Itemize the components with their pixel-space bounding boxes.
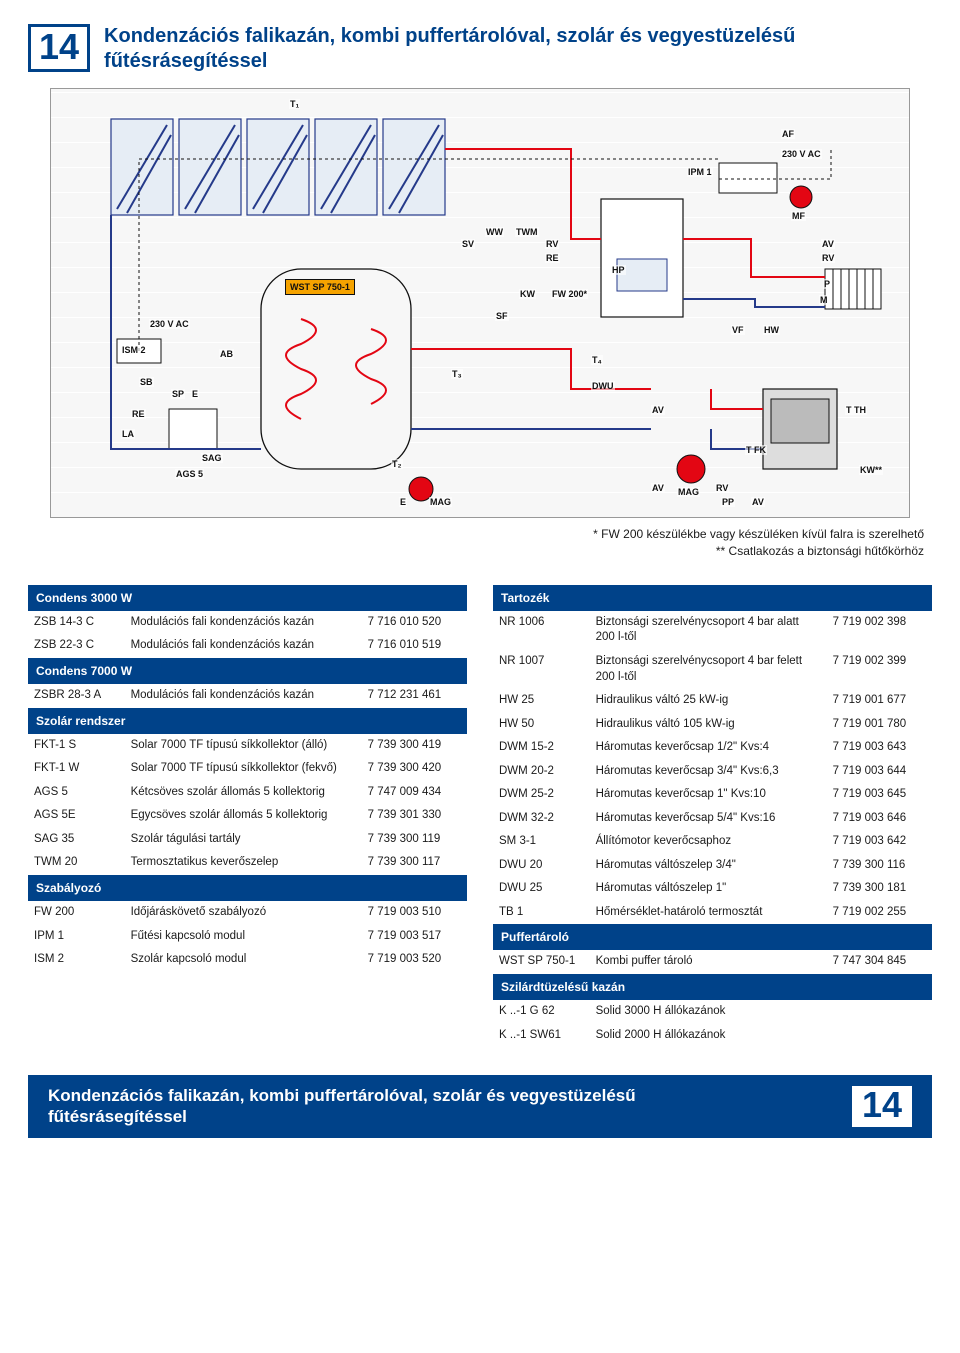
section-header: Szabályozó [28,875,467,901]
diagram-footnotes: * FW 200 készülékbe vagy készüléken kívü… [28,526,924,561]
table-row: DWM 32-2Háromutas keverőcsap 5/4" Kvs:16… [493,807,932,831]
table-row: FKT-1 WSolar 7000 TF típusú síkkollektor… [28,757,467,781]
section-header: Szolár rendszer [28,708,467,734]
table-row: FKT-1 SSolar 7000 TF típusú síkkollektor… [28,734,467,758]
system-schematic-diagram: T₁AFIPM 1230 V ACMFSVWWTWMRVREHPWST SP 7… [50,88,910,518]
table-row: AGS 5Kétcsöves szolár állomás 5 kollekto… [28,781,467,805]
table-row: AGS 5EEgycsöves szolár állomás 5 kollekt… [28,804,467,828]
table-row: TB 1Hőmérséklet-határoló termosztát7 719… [493,901,932,925]
table-row: SAG 35Szolár tágulási tartály7 739 300 1… [28,828,467,852]
section-header: Szilárdtüzelésű kazán [493,974,932,1000]
table-row: DWM 15-2Háromutas keverőcsap 1/2" Kvs:47… [493,736,932,760]
footer-title: Kondenzációs falikazán, kombi puffertáro… [48,1085,722,1128]
table-row: NR 1006Biztonsági szerelvénycsoport 4 ba… [493,611,932,650]
page-footer: Kondenzációs falikazán, kombi puffertáro… [28,1075,932,1138]
table-row: SM 3-1Állítómotor keverőcsaphoz7 719 003… [493,830,932,854]
table-row: ZSB 22-3 CModulációs fali kondenzációs k… [28,634,467,658]
section-header: Condens 7000 W [28,658,467,684]
left-products-table: Condens 3000 WZSB 14-3 CModulációs fali … [28,585,467,972]
table-row: ISM 2Szolár kapcsoló modul7 719 003 520 [28,948,467,972]
table-row: WST SP 750-1Kombi puffer tároló7 747 304… [493,950,932,974]
table-row: DWU 20Háromutas váltószelep 3/4"7 739 30… [493,854,932,878]
right-accessories-table: TartozékNR 1006Biztonsági szerelvénycsop… [493,585,932,1047]
section-header: Condens 3000 W [28,585,467,611]
section-header: Tartozék [493,585,932,611]
table-row: DWU 25Háromutas váltószelep 1"7 739 300 … [493,877,932,901]
table-row: HW 25Hidraulikus váltó 25 kW-ig7 719 001… [493,689,932,713]
table-row: K ..-1 SW61Solid 2000 H állókazánok [493,1024,932,1048]
page-header: 14 Kondenzációs falikazán, kombi puffertá… [28,24,932,74]
page-number-bottom: 14 [852,1086,912,1127]
table-row: NR 1007Biztonsági szerelvénycsoport 4 ba… [493,650,932,689]
page-number-top: 14 [28,24,90,72]
table-row: DWM 20-2Háromutas keverőcsap 3/4" Kvs:6,… [493,760,932,784]
page-title: Kondenzációs falikazán, kombi puffertáro… [104,24,932,74]
table-row: HW 50Hidraulikus váltó 105 kW-ig7 719 00… [493,713,932,737]
table-row: TWM 20Termosztatikus keverőszelep7 739 3… [28,851,467,875]
table-row: IPM 1Fűtési kapcsoló modul7 719 003 517 [28,925,467,949]
table-row: FW 200Időjáráskövető szabályozó7 719 003… [28,901,467,925]
table-row: ZSBR 28-3 AModulációs fali kondenzációs … [28,684,467,708]
table-row: ZSB 14-3 CModulációs fali kondenzációs k… [28,611,467,635]
table-row: DWM 25-2Háromutas keverőcsap 1" Kvs:107 … [493,783,932,807]
section-header: Puffertároló [493,924,932,950]
table-row: K ..-1 G 62Solid 3000 H állókazánok [493,1000,932,1024]
